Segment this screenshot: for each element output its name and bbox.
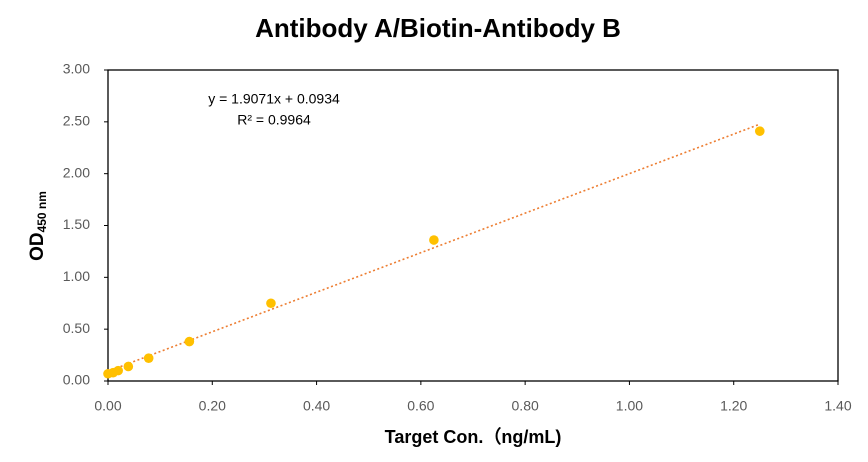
data-point [184,336,195,347]
y-tick-label: 0.00 [63,372,90,388]
x-tick-label: 1.00 [616,398,643,414]
data-point [113,365,123,376]
data-point [429,235,439,245]
x-tick-label: 0.60 [407,398,434,414]
y-tick-label: 0.50 [63,320,90,336]
chart-title: Antibody A/Biotin-Antibody B [255,13,621,43]
y-tick-label: 2.00 [63,164,90,180]
y-axis-label-main: OD [27,232,48,261]
x-tick-label: 0.80 [512,398,539,414]
data-point [123,361,134,372]
x-tick-label: 0.20 [199,398,226,414]
y-tick-label: 1.00 [63,268,90,284]
data-point [754,126,765,136]
trendline-r2: R² = 0.9964 [237,112,311,128]
trendline [107,123,761,373]
x-tick-label: 1.40 [824,398,851,414]
y-tick-label: 2.50 [63,113,90,129]
data-point [143,353,154,363]
x-tick-label: 0.00 [94,398,121,414]
y-tick-label: 1.50 [63,216,90,232]
y-axis-label-sub: 450 nm [35,191,49,232]
x-tick-label: 1.20 [720,398,747,414]
y-tick-label: 3.00 [63,61,90,77]
x-tick-label: 0.40 [303,398,330,414]
y-axis-label: OD450 nm [27,191,49,261]
trendline-equation: y = 1.9071x + 0.0934 [208,91,340,107]
x-axis-label: Target Con.（ng/mL) [385,427,562,447]
data-point [266,298,276,309]
